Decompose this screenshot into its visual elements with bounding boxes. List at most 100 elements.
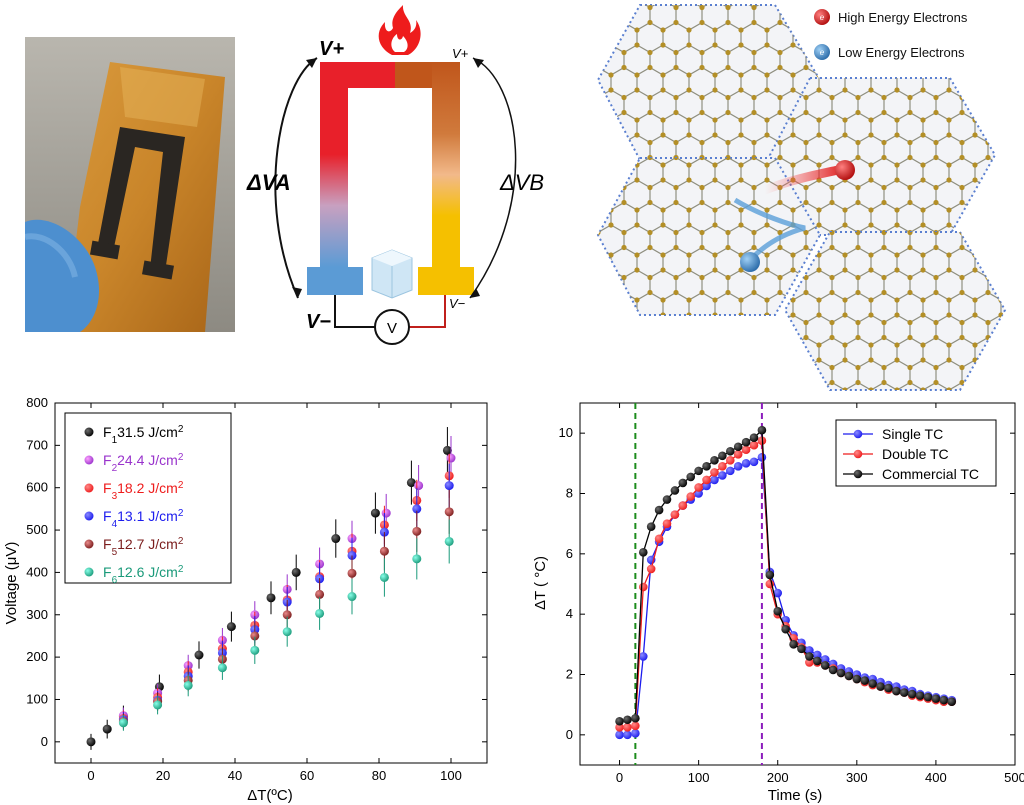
data-point bbox=[250, 631, 260, 641]
data-point bbox=[442, 445, 452, 455]
x-tick-label: 0 bbox=[87, 768, 94, 783]
data-point bbox=[370, 508, 380, 518]
data-point bbox=[638, 548, 648, 557]
data-point bbox=[820, 655, 830, 664]
data-point bbox=[749, 433, 759, 442]
data-point bbox=[631, 729, 640, 738]
legend-marker bbox=[84, 567, 94, 577]
data-point bbox=[347, 592, 357, 602]
data-point bbox=[718, 462, 727, 471]
data-point bbox=[646, 522, 656, 531]
data-point bbox=[686, 492, 696, 501]
y-tick-label: 4 bbox=[566, 606, 573, 621]
data-point bbox=[694, 466, 703, 476]
x-tick-label: 20 bbox=[156, 768, 170, 783]
data-point bbox=[781, 624, 790, 634]
data-point bbox=[931, 694, 941, 703]
data-point bbox=[686, 472, 696, 482]
data-point bbox=[915, 691, 925, 700]
x-tick-label: 80 bbox=[372, 768, 386, 783]
data-point bbox=[860, 676, 870, 685]
x-axis-title: Time (s) bbox=[768, 787, 822, 804]
x-tick-label: 300 bbox=[846, 770, 868, 785]
y-tick-label: 10 bbox=[559, 425, 573, 440]
data-point bbox=[412, 526, 422, 536]
data-point bbox=[315, 589, 325, 599]
data-point bbox=[444, 481, 454, 491]
data-point bbox=[406, 478, 416, 488]
data-point bbox=[725, 446, 735, 456]
x-tick-label: 0 bbox=[616, 770, 623, 785]
data-point bbox=[876, 682, 885, 691]
data-point bbox=[757, 425, 767, 435]
data-point bbox=[662, 519, 672, 528]
data-point bbox=[733, 449, 743, 459]
legend-label: Commercial TC bbox=[882, 466, 979, 482]
data-point bbox=[412, 504, 422, 514]
data-point bbox=[623, 730, 632, 740]
y-tick-label: 400 bbox=[26, 564, 48, 579]
data-point bbox=[899, 688, 909, 697]
data-point bbox=[379, 546, 389, 556]
data-point bbox=[702, 462, 711, 471]
y-tick-label: 2 bbox=[566, 667, 573, 682]
data-point bbox=[741, 459, 751, 468]
data-point bbox=[923, 692, 933, 702]
data-point bbox=[153, 700, 163, 710]
data-point bbox=[694, 489, 703, 498]
legend-label: Double TC bbox=[882, 446, 949, 462]
data-point bbox=[805, 652, 814, 661]
x-tick-label: 60 bbox=[300, 768, 314, 783]
x-tick-label: 200 bbox=[767, 770, 789, 785]
data-point bbox=[670, 510, 680, 519]
y-tick-label: 300 bbox=[26, 607, 48, 622]
legend-marker bbox=[84, 511, 94, 521]
x-tick-label: 500 bbox=[1004, 770, 1024, 785]
data-point bbox=[347, 568, 357, 578]
x-tick-label: 40 bbox=[228, 768, 242, 783]
data-point bbox=[789, 640, 798, 649]
x-axis-title: ΔT(ºC) bbox=[247, 787, 292, 804]
data-point bbox=[884, 683, 893, 693]
data-point bbox=[217, 663, 227, 673]
y-tick-label: 0 bbox=[41, 734, 48, 749]
data-point bbox=[444, 507, 454, 517]
data-point bbox=[615, 730, 624, 740]
data-point bbox=[812, 656, 822, 666]
y-tick-label: 800 bbox=[26, 395, 48, 410]
data-point bbox=[412, 554, 422, 564]
data-point bbox=[226, 622, 236, 632]
data-point bbox=[315, 608, 325, 618]
data-point bbox=[852, 674, 862, 684]
data-point bbox=[194, 650, 204, 660]
device-photo-image bbox=[25, 37, 235, 332]
x-tick-label: 100 bbox=[688, 770, 710, 785]
data-point bbox=[710, 456, 719, 465]
legend-marker bbox=[853, 449, 863, 459]
y-tick-label: 200 bbox=[26, 649, 48, 664]
data-point bbox=[718, 471, 727, 480]
data-point bbox=[623, 722, 632, 732]
data-point bbox=[844, 671, 854, 681]
data-point bbox=[725, 466, 735, 476]
data-point bbox=[662, 495, 672, 504]
data-point bbox=[282, 610, 292, 620]
y-axis-title: ΔT ( °C) bbox=[532, 556, 549, 610]
y-tick-label: 700 bbox=[26, 437, 48, 452]
data-point bbox=[710, 475, 719, 485]
data-point bbox=[615, 722, 624, 732]
y-tick-label: 100 bbox=[26, 691, 48, 706]
data-point bbox=[797, 644, 806, 654]
data-point bbox=[947, 697, 957, 706]
data-point bbox=[638, 582, 648, 592]
data-point bbox=[638, 652, 648, 661]
data-point bbox=[757, 453, 767, 462]
legend-marker bbox=[84, 539, 94, 549]
legend-box bbox=[64, 412, 232, 584]
data-point bbox=[741, 445, 751, 455]
data-point bbox=[631, 721, 640, 731]
x-tick-label: 400 bbox=[925, 770, 947, 785]
data-point bbox=[749, 440, 759, 450]
